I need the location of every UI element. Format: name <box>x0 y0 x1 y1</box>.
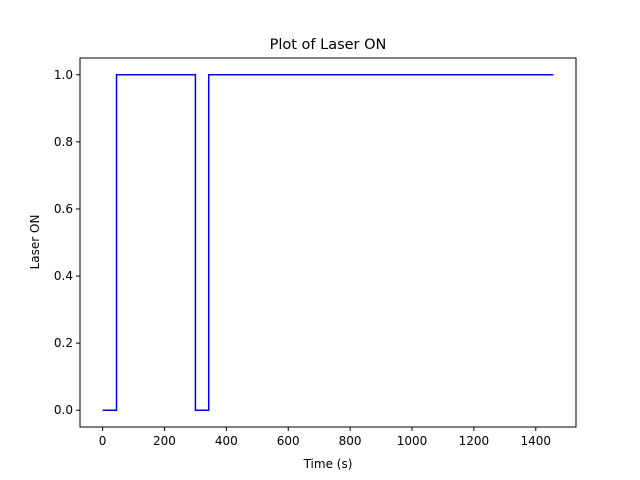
series-line-0 <box>102 74 554 411</box>
y-tick-label: 0.0 <box>54 403 73 417</box>
y-axis-ticks: 0.0 0.2 0.4 0.6 0.8 1.0 <box>54 68 80 417</box>
y-axis-label: Laser ON <box>28 215 42 270</box>
series-layer <box>102 74 554 411</box>
y-tick-label: 0.4 <box>54 269 73 283</box>
x-tick-label: 800 <box>339 434 362 448</box>
x-tick-label: 400 <box>215 434 238 448</box>
x-tick-label: 1400 <box>521 434 552 448</box>
x-tick-label: 200 <box>153 434 176 448</box>
x-axis-ticks: 0 200 400 600 800 1000 1200 1400 <box>99 427 551 448</box>
plot-background <box>80 58 576 427</box>
y-tick-label: 1.0 <box>54 68 73 82</box>
y-tick-label: 0.2 <box>54 336 73 350</box>
x-tick-label: 1000 <box>397 434 428 448</box>
x-axis-label: Time (s) <box>303 457 353 471</box>
x-tick-label: 0 <box>99 434 107 448</box>
plot-area <box>80 58 576 427</box>
chart-title: Plot of Laser ON <box>270 37 387 53</box>
x-tick-label: 1200 <box>459 434 490 448</box>
plot-frame <box>79 57 577 428</box>
y-tick-label: 0.6 <box>54 202 73 216</box>
y-tick-label: 0.8 <box>54 135 73 149</box>
x-tick-label: 600 <box>277 434 300 448</box>
